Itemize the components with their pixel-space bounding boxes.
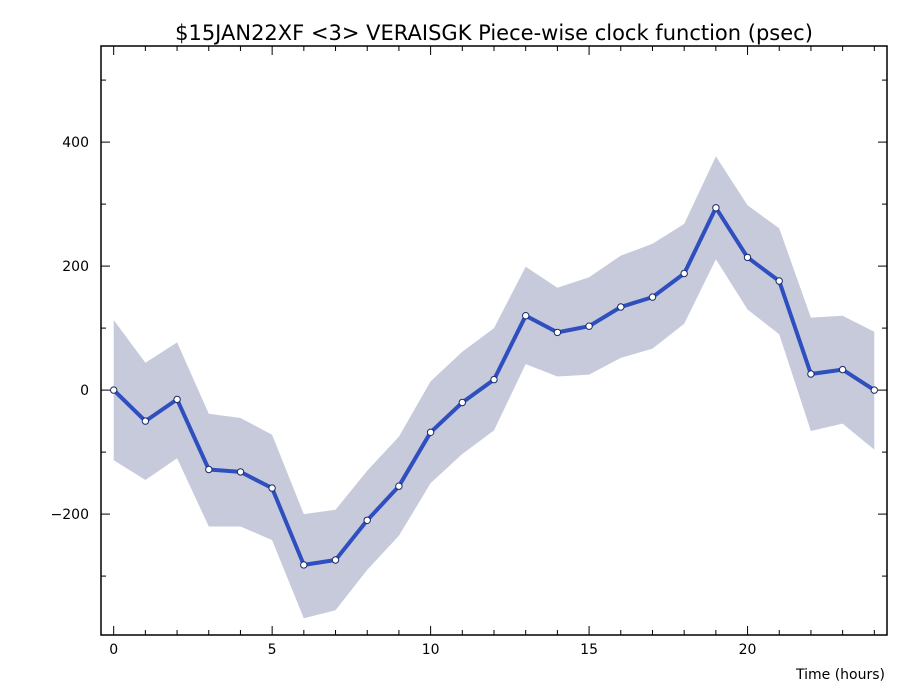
data-point (110, 386, 118, 394)
y-tick-label: −200 (51, 507, 89, 523)
data-point (173, 395, 181, 404)
data-point (458, 398, 466, 407)
plot-area (110, 156, 878, 619)
data-point (838, 365, 847, 374)
x-tick-label: 10 (422, 642, 440, 658)
y-tick-label: 400 (62, 135, 89, 151)
data-point (490, 375, 498, 384)
data-point (268, 484, 276, 492)
x-tick-label: 15 (580, 642, 598, 658)
data-point (395, 482, 403, 490)
data-point (775, 277, 783, 285)
data-point (363, 516, 371, 524)
data-point (648, 293, 657, 301)
uncertainty-band (113, 156, 875, 619)
data-point (331, 556, 340, 564)
data-point (617, 303, 625, 311)
y-tick-label: 0 (80, 383, 89, 399)
x-tick-label: 5 (268, 642, 277, 658)
data-point (300, 561, 308, 569)
data-point (426, 428, 435, 436)
data-point (205, 465, 213, 474)
data-point (141, 417, 150, 425)
x-tick-label: 20 (739, 642, 757, 658)
data-point (870, 386, 878, 394)
axes: 0 5 10 15 20 −200 0 200 400 (51, 46, 887, 658)
x-axis-label: Time (hours) (795, 667, 885, 683)
data-point (585, 322, 593, 330)
data-point (522, 312, 530, 320)
y-tick-label: 200 (62, 259, 89, 275)
data-point (553, 328, 562, 337)
data-point (712, 204, 720, 212)
chart-title: $15JAN22XF <3> VERAISGK Piece-wise clock… (175, 21, 813, 45)
data-point (807, 370, 815, 378)
data-point (680, 269, 688, 278)
x-tick-label: 0 (109, 642, 118, 658)
data-point (743, 253, 752, 262)
data-point (236, 468, 245, 476)
